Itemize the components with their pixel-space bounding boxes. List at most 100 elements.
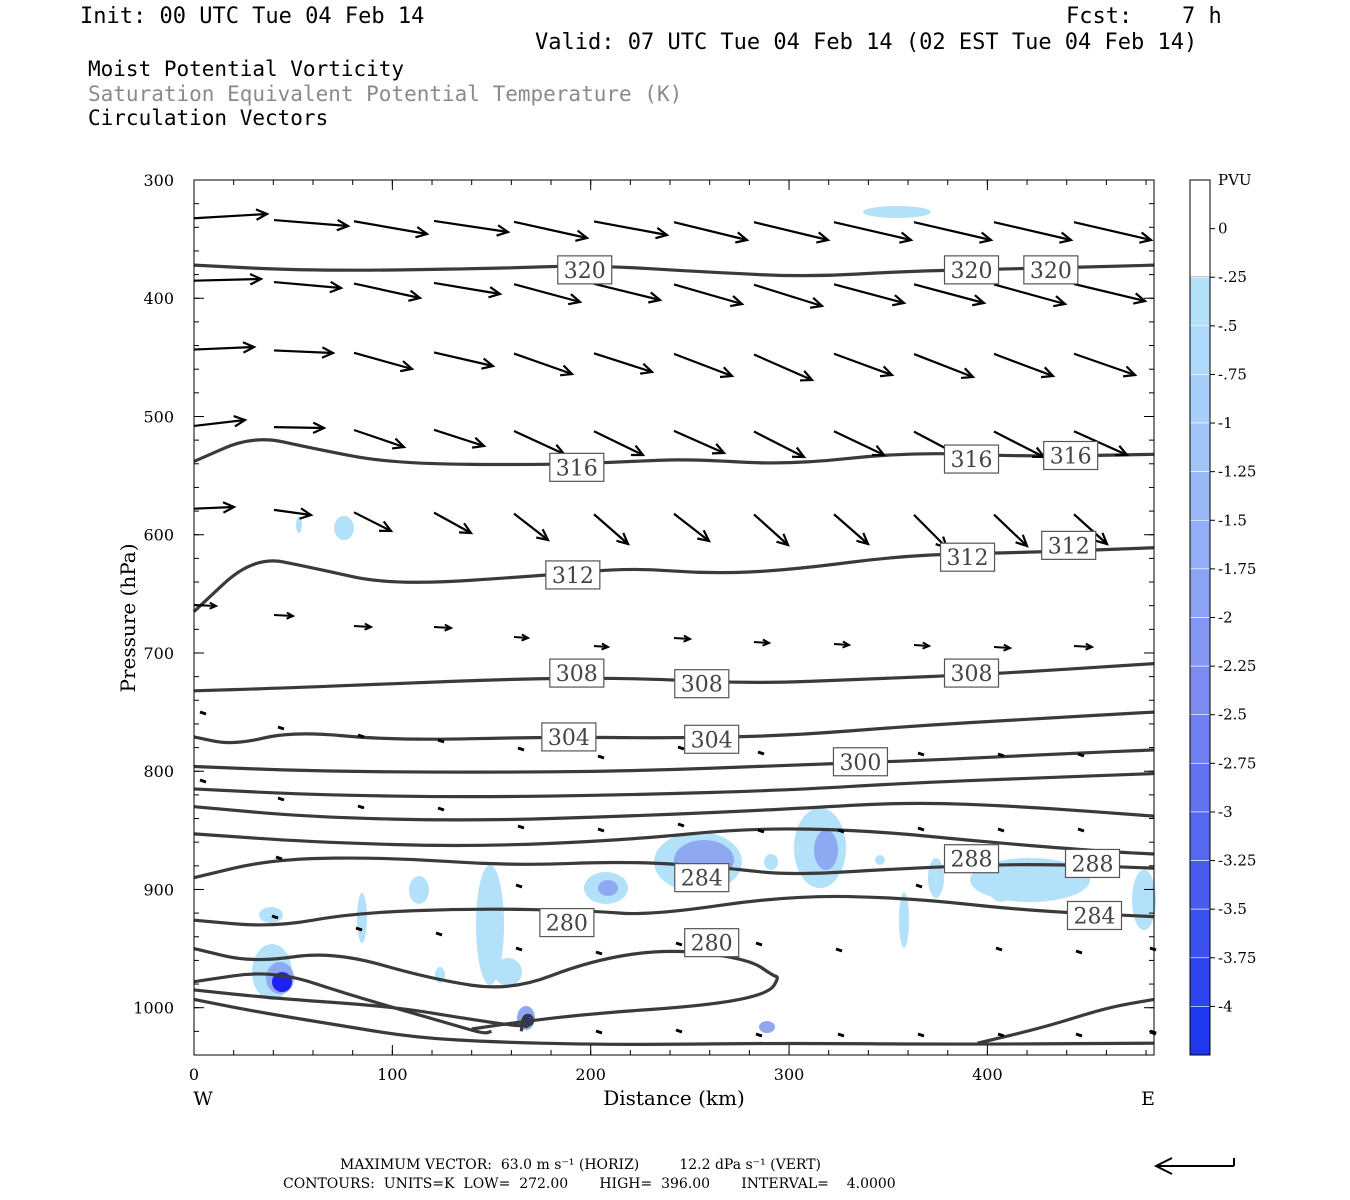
colorbar-box — [1189, 763, 1211, 813]
circulation-vector — [753, 221, 831, 244]
circulation-vector — [513, 220, 590, 242]
circulation-vector — [673, 283, 745, 308]
circulation-vector — [753, 430, 807, 459]
circulation-vector — [753, 353, 815, 382]
theta-es-contour — [192, 546, 1155, 613]
contour-label-box — [832, 747, 889, 777]
circulation-vector — [913, 221, 994, 244]
circulation-vector — [917, 751, 925, 757]
circulation-vector — [673, 221, 750, 244]
pv-region — [409, 876, 429, 904]
pv-region — [259, 907, 283, 923]
colorbar-label: -3.25 — [1218, 852, 1256, 870]
circulation-vector — [193, 601, 219, 610]
colorbar-label: -2.75 — [1218, 754, 1256, 772]
circulation-vector — [513, 633, 531, 642]
circulation-vector — [433, 428, 487, 449]
circulation-vector — [993, 352, 1056, 379]
circulation-vector — [1073, 352, 1138, 378]
circulation-vector — [1075, 1032, 1083, 1038]
colorbar-box — [1189, 374, 1211, 424]
circulation-vector — [597, 827, 605, 833]
circulation-vector — [593, 513, 630, 546]
circulation-vector — [437, 738, 445, 744]
theta-es-contour — [193, 710, 1155, 745]
circulation-vector — [593, 282, 663, 304]
pv-region — [759, 1021, 775, 1033]
colorbar-box — [1189, 617, 1211, 667]
colorbar-label: -3 — [1218, 803, 1233, 821]
pv-region — [334, 516, 354, 540]
colorbar-box — [1189, 276, 1211, 327]
circulation-vector — [673, 634, 693, 643]
circulation-vector — [915, 883, 923, 889]
contour-label-box — [539, 907, 595, 938]
colorbar-label: -1.25 — [1218, 463, 1256, 481]
contour-label: 320 — [564, 259, 606, 284]
pv-region — [296, 517, 302, 533]
theta-es-contour — [193, 801, 1155, 822]
contour-label-box — [943, 844, 1000, 874]
contour-label: 308 — [951, 662, 993, 687]
y-tick-label: 700 — [143, 644, 174, 663]
circulation-vector — [353, 282, 423, 302]
circulation-vector — [433, 623, 454, 632]
y-tick-label: 500 — [143, 407, 174, 426]
contour-label: 312 — [947, 546, 989, 571]
contour-label-box — [943, 444, 1000, 474]
circulation-vector — [353, 511, 394, 533]
circulation-vector — [1073, 430, 1130, 457]
colorbar-label: -.75 — [1218, 365, 1247, 383]
contour-labels: 320 320 320 316 316 316 312 312 312 308 308 308 304 3… — [539, 255, 1123, 958]
contour-label: 304 — [691, 728, 733, 753]
circulation-vector — [837, 1032, 845, 1038]
pv-region — [494, 958, 522, 986]
contour-label: 308 — [556, 662, 598, 687]
circulation-vector — [517, 824, 525, 830]
contour-label: 308 — [681, 673, 723, 698]
colorbar-label: -2.25 — [1218, 657, 1256, 675]
theta-es-contour — [193, 827, 1155, 856]
circulation-vector — [515, 946, 523, 952]
circulation-vector — [675, 1028, 683, 1034]
contour-label: 320 — [951, 259, 993, 284]
circulation-vector — [833, 640, 852, 649]
contour-label-box — [943, 255, 1000, 285]
y-tick-label: 400 — [143, 289, 174, 308]
circulation-vector — [437, 806, 445, 812]
contour-info-note: CONTOURS: UNITS=K LOW= 272.00 HIGH= 396.… — [283, 1176, 896, 1192]
circulation-vector — [353, 428, 407, 450]
colorbar-label: -2 — [1218, 609, 1233, 627]
circulation-vector — [1077, 827, 1085, 833]
circulation-vector — [277, 725, 285, 731]
pv-region — [899, 892, 909, 948]
circulation-vector — [833, 430, 887, 457]
contour-label: 280 — [691, 932, 733, 957]
contour-label-box — [549, 658, 605, 688]
contour-label-box — [939, 542, 996, 572]
colorbar-box — [1189, 1006, 1211, 1056]
contour-label-box — [549, 452, 605, 482]
circulation-vector — [273, 346, 336, 359]
contour-label-box — [943, 658, 1000, 688]
circulation-vector — [835, 947, 843, 953]
x-tick-label: 200 — [575, 1065, 606, 1084]
colorbar-box — [1189, 908, 1211, 959]
circulation-vector — [833, 221, 914, 244]
theta-es-contour — [977, 997, 1155, 1045]
circulation-vector — [993, 643, 1013, 652]
contour-label: 280 — [546, 912, 588, 937]
circulation-vector — [593, 642, 611, 651]
circulation-vector — [193, 415, 248, 428]
theta-es-contour — [193, 263, 1155, 278]
circulation-vector — [593, 220, 670, 240]
circulation-vector — [753, 513, 790, 547]
circulation-vector — [995, 946, 1003, 952]
forecast-label: Fcst: — [1066, 4, 1133, 29]
circulation-vector — [755, 1032, 763, 1038]
contour-label-box — [557, 255, 613, 285]
circulation-vector — [273, 507, 314, 520]
colorbar-box — [1189, 957, 1211, 1007]
circulation-vector — [275, 855, 283, 861]
circulation-vector — [353, 622, 374, 631]
